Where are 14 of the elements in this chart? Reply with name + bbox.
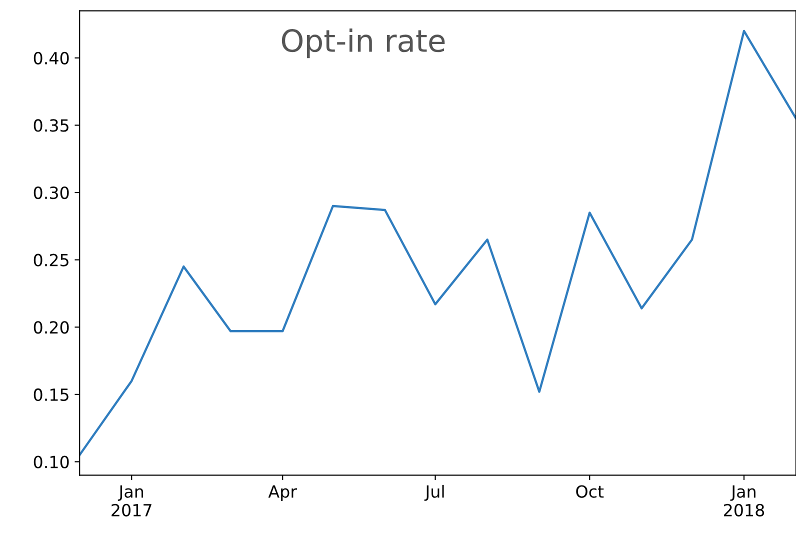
y-tick-label: 0.30 xyxy=(34,186,69,200)
y-tick-label: 0.20 xyxy=(34,321,69,334)
y-tick-label: 0.15 xyxy=(34,388,68,402)
x-tick-label: Jan 2017 xyxy=(112,485,152,516)
y-tick-label: 0.25 xyxy=(34,254,68,266)
x-tick-label: Jan 2018 xyxy=(724,485,764,516)
y-tick-label: 0.10 xyxy=(34,456,69,468)
y-tick-label: 0.35 xyxy=(34,119,68,132)
x-tick-label: Apr xyxy=(268,485,298,502)
y-tick-label: 0.40 xyxy=(34,52,69,64)
text: Opt-in rate xyxy=(282,28,445,58)
x-tick-label: Jul xyxy=(424,484,444,501)
x-tick-label: Oct xyxy=(576,485,604,498)
line-series xyxy=(80,30,796,456)
